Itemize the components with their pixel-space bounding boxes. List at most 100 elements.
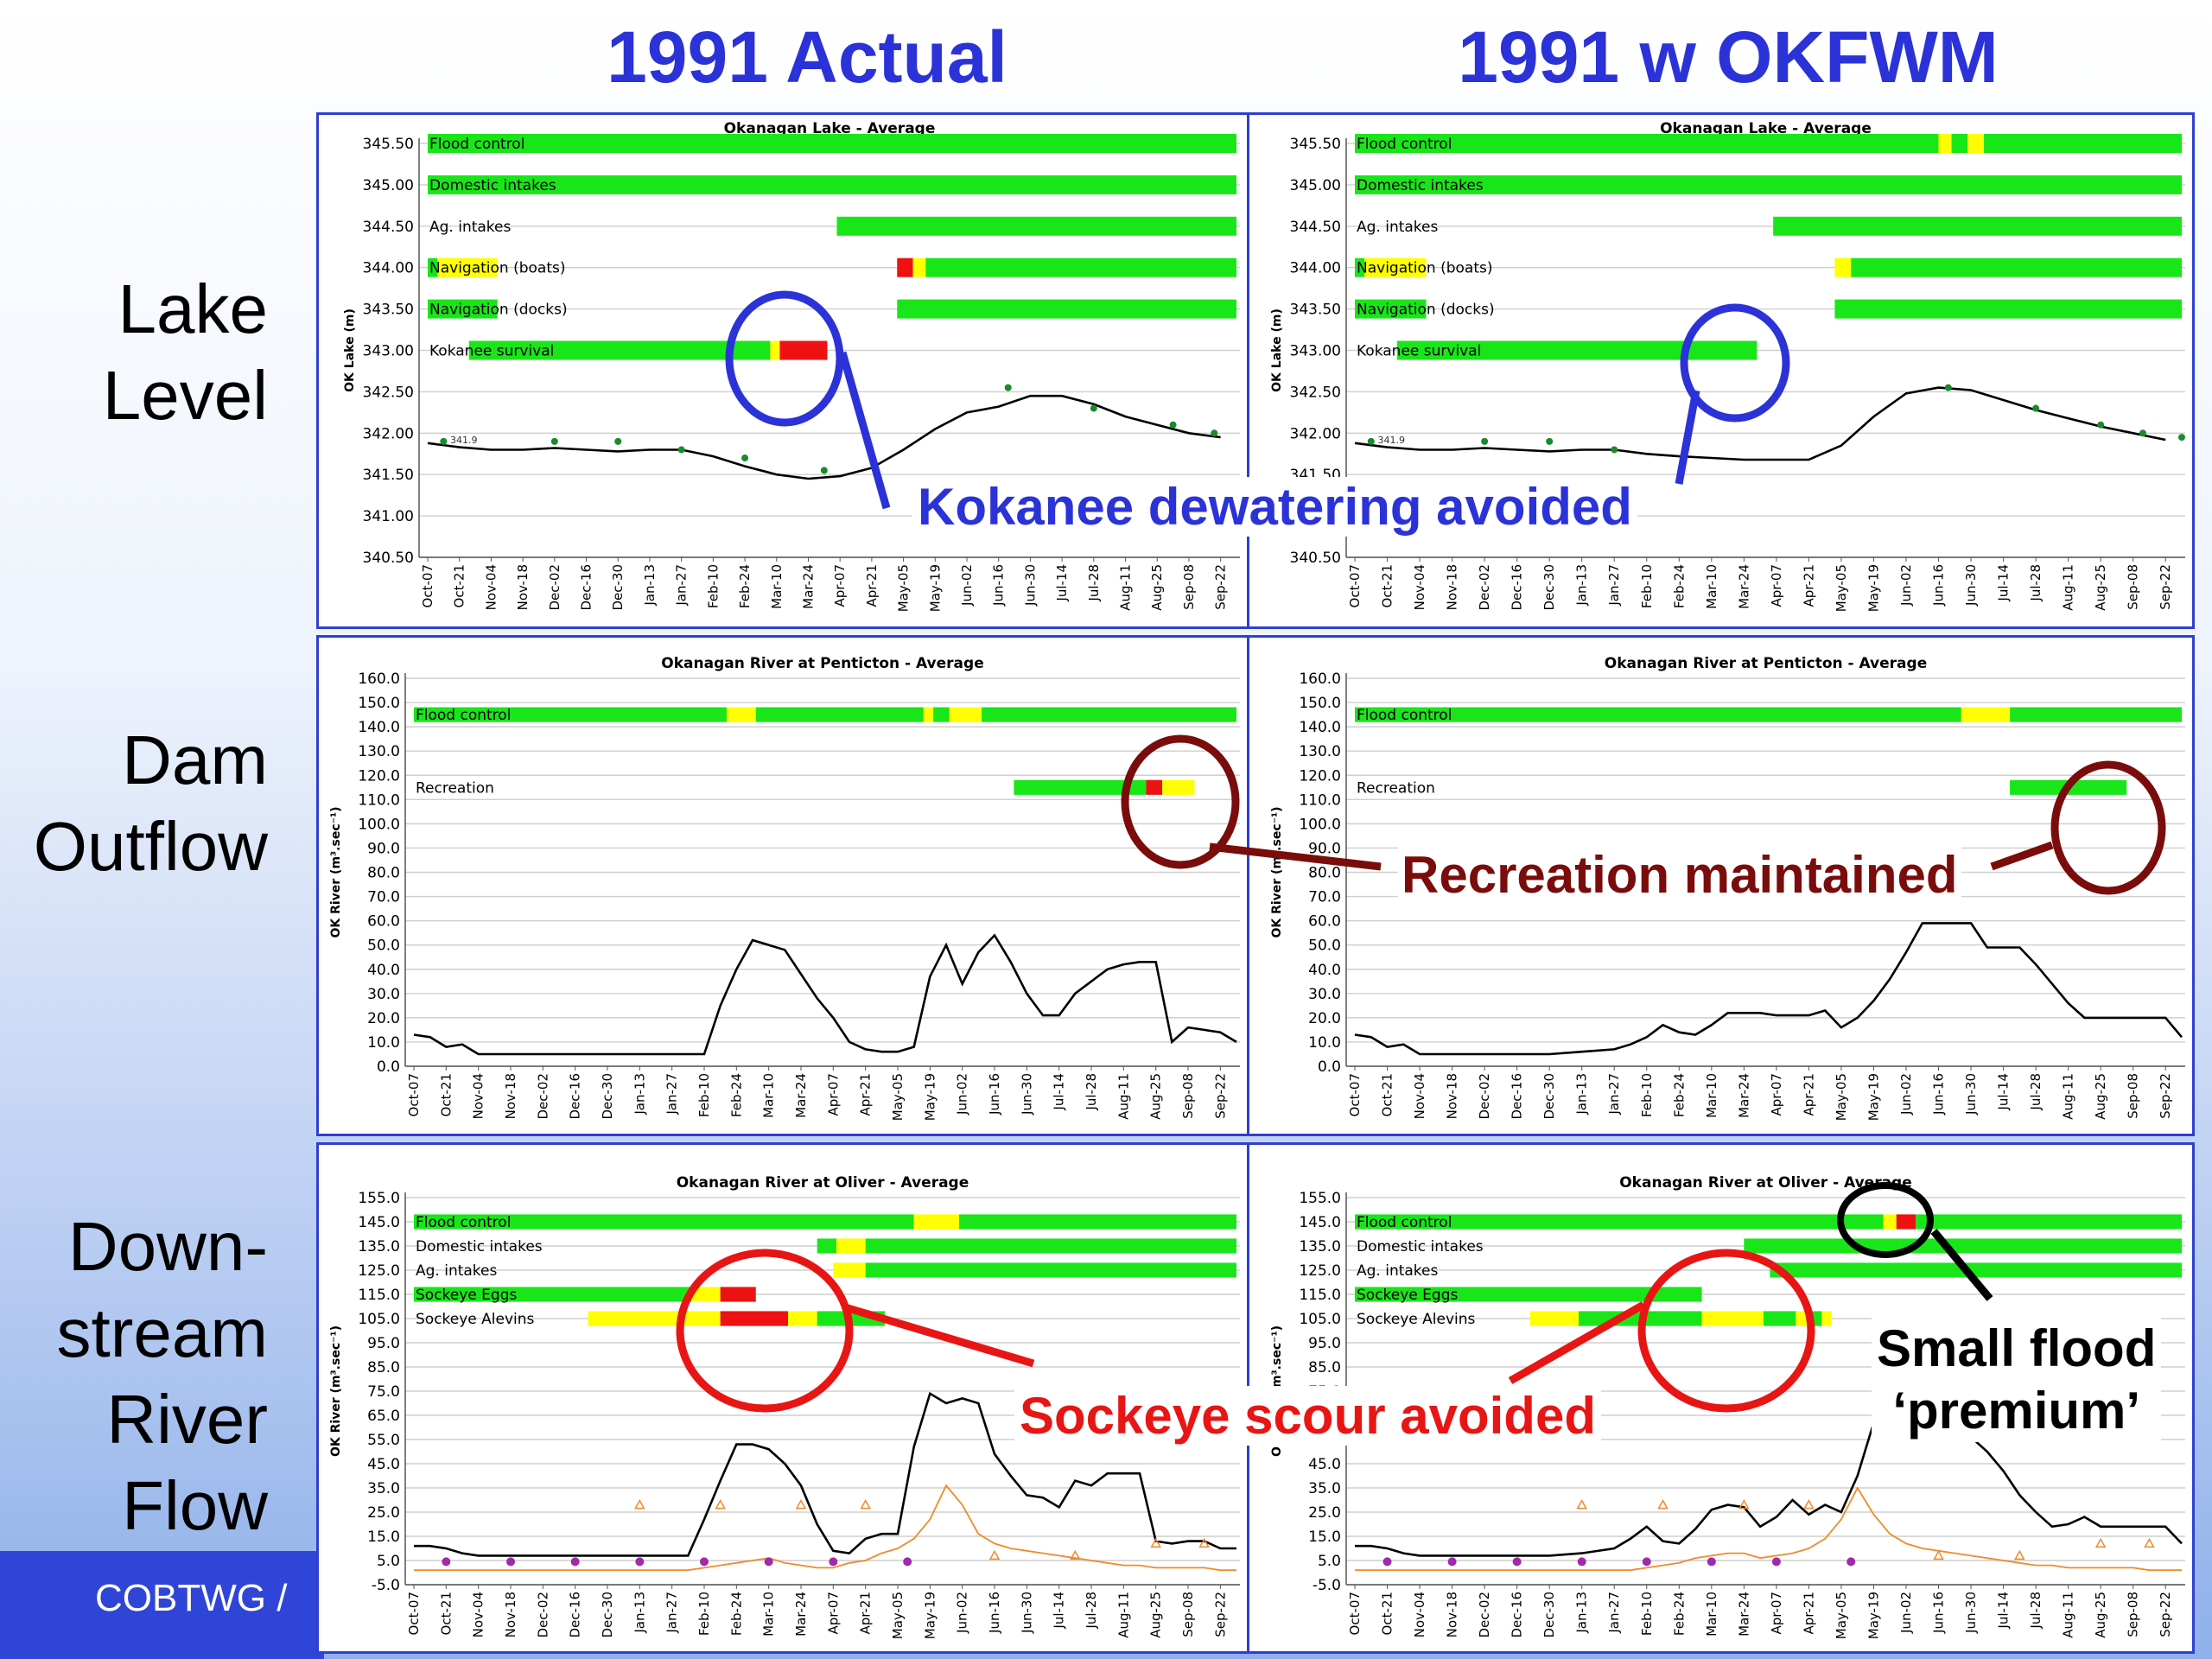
x-tick-label: Sep-08: [2126, 564, 2141, 610]
criteria-band-segment: [865, 1262, 1236, 1278]
orange-marker: [2014, 1549, 2025, 1560]
chart-lake-okfwm: Okanagan Lake - Average OK Lake (m) 340.50…: [1270, 120, 2185, 612]
flood-callout: Small flood ‘premium’: [1872, 1318, 2162, 1442]
x-tick-label: May-19: [1866, 564, 1881, 612]
y-tick-label: 75.0: [367, 1383, 400, 1401]
x-tick-label: Jun-02: [1898, 1073, 1914, 1116]
x-tick-label: Sep-22: [1212, 1073, 1228, 1119]
criteria-band-segment: [982, 707, 1236, 722]
criteria-band-segment: [1951, 134, 1968, 153]
observed-point: [1169, 421, 1177, 429]
observed-point: [1546, 437, 1554, 445]
purple-marker: [635, 1557, 645, 1567]
y-tick-label: 130.0: [1299, 743, 1341, 760]
x-tick-label: Jan-27: [1606, 564, 1622, 607]
purple-marker: [1771, 1557, 1781, 1567]
criteria-band-segment: [691, 1287, 721, 1302]
x-tick-label: Nov-18: [503, 1073, 518, 1119]
x-tick-label: Sep-08: [1181, 564, 1197, 610]
criteria-band-segment: [1770, 1262, 2182, 1278]
chart-river-actual: Okanagan River at Oliver - Average OK Riv…: [329, 1174, 1240, 1639]
y-tick-label: 343.00: [363, 343, 414, 360]
criteria-band-segment: [817, 1238, 837, 1254]
x-tick-label: Dec-16: [568, 1592, 583, 1638]
row-label-river: Down- stream River Flow: [0, 1204, 269, 1549]
x-tick-label: Nov-18: [503, 1592, 518, 1637]
purple-marker: [1642, 1557, 1651, 1567]
x-tick-label: May-05: [896, 564, 912, 612]
criteria-band-label: Ag. intakes: [416, 1262, 498, 1280]
y-tick-label: 20.0: [367, 1010, 400, 1027]
purple-marker: [1382, 1557, 1392, 1567]
row-label-dam: Dam Outflow: [0, 717, 268, 890]
x-tick-label: Nov-04: [483, 564, 499, 610]
criteria-band-label: Flood control: [429, 136, 524, 153]
chart-dam-okfwm: Okanagan River at Penticton - Average OK …: [1270, 655, 2185, 1121]
x-tick-label: Feb-10: [696, 1073, 712, 1117]
criteria-band-segment: [923, 707, 934, 722]
x-tick-label: Jun-02: [955, 1592, 970, 1634]
panel-lake-okfwm: Okanagan Lake - Average OK Lake (m) 340.50…: [1247, 112, 2195, 629]
x-tick-label: Nov-18: [1445, 564, 1460, 610]
x-tick-label: Apr-07: [1769, 1592, 1784, 1635]
purple-marker: [1847, 1557, 1856, 1567]
x-tick-label: Mar-24: [800, 564, 816, 609]
y-tick-label: 105.0: [358, 1311, 400, 1328]
y-axis-label: OK Lake (m): [1270, 308, 1284, 392]
x-tick-label: Sep-22: [2158, 1073, 2173, 1119]
y-tick-label: 15.0: [367, 1529, 400, 1546]
x-tick-label: Nov-18: [515, 564, 531, 610]
y-tick-label: 70.0: [1308, 889, 1341, 906]
x-tick-label: Mar-10: [761, 1073, 777, 1118]
x-tick-label: Jun-02: [959, 564, 975, 607]
x-tick-label: Aug-25: [2093, 564, 2108, 611]
criteria-band-segment: [1808, 1311, 1822, 1326]
orange-marker: [1198, 1537, 1210, 1548]
criteria-band-segment: [1355, 175, 2182, 194]
y-tick-label: 342.00: [1290, 425, 1341, 442]
x-tick-label: Oct-21: [1380, 1073, 1395, 1116]
criteria-band-segment: [1355, 134, 1939, 153]
observed-point: [440, 437, 448, 445]
x-tick-label: Jun-16: [1931, 1073, 1947, 1116]
x-tick-label: Jun-30: [1963, 1592, 1979, 1634]
y-tick-label: 50.0: [367, 938, 400, 955]
criteria-band-segment: [437, 257, 498, 277]
criteria-band-segment: [836, 216, 1236, 236]
criteria-band-segment: [1355, 1214, 1884, 1230]
y-tick-label: 80.0: [1308, 865, 1341, 882]
criteria-band-segment: [817, 1311, 886, 1326]
x-tick-label: Oct-07: [406, 1073, 422, 1116]
x-tick-label: Mar-10: [1704, 1592, 1719, 1637]
x-tick-label: Feb-24: [1671, 1592, 1687, 1636]
y-tick-label: 45.0: [367, 1456, 400, 1473]
orange-marker: [634, 1499, 645, 1510]
y-tick-label: 85.0: [1308, 1359, 1341, 1376]
x-tick-label: Jun-30: [1963, 564, 1979, 607]
criteria-band-segment: [727, 707, 756, 722]
recreation-callout: Recreation maintained: [1398, 845, 1961, 905]
x-tick-label: Sep-22: [2158, 1592, 2173, 1637]
y-tick-label: 30.0: [1308, 986, 1341, 1003]
x-tick-label: Nov-04: [471, 1073, 486, 1119]
x-tick-label: Aug-25: [1148, 1592, 1164, 1638]
y-tick-label: 135.0: [1299, 1238, 1341, 1255]
criteria-band-segment: [897, 257, 913, 277]
x-tick-label: Jan-13: [632, 1592, 647, 1634]
x-tick-label: Dec-02: [535, 1073, 550, 1120]
criteria-band-segment: [897, 299, 1236, 319]
chart-dam-actual: Okanagan River at Penticton - Average OK …: [329, 655, 1240, 1121]
y-tick-label: 160.0: [358, 671, 400, 688]
criteria-band-label: Kokanee survival: [429, 343, 554, 360]
orange-marker: [1803, 1499, 1815, 1510]
row-label-dam-line1: Dam: [122, 721, 268, 798]
criteria-band-segment: [414, 707, 728, 722]
y-tick-label: 10.0: [367, 1034, 400, 1052]
flood-callout-line2: ‘premium’: [1892, 1382, 2141, 1440]
x-tick-label: Oct-21: [1380, 1592, 1395, 1635]
row-label-dam-line2: Outflow: [33, 808, 268, 885]
criteria-band-segment: [958, 1214, 1236, 1230]
observed-point: [1211, 429, 1218, 437]
x-tick-label: Jan-13: [642, 564, 658, 607]
observed-point: [1481, 437, 1489, 445]
